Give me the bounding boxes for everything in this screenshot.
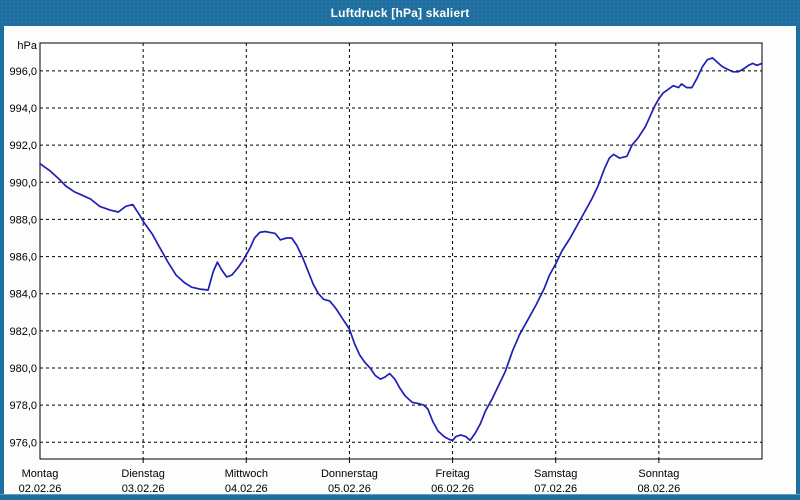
y-tick-label: 986,0 <box>9 252 37 264</box>
y-tick-label: 984,0 <box>9 289 37 301</box>
chart-panel: 976,0 978,0 980,0 982,0 984,0 986,0 988,0 990,0… <box>4 26 796 495</box>
x-date-label: 06.02.26 <box>431 483 474 494</box>
x-day-label: Mittwoch <box>225 468 268 480</box>
x-date-label: 05.02.26 <box>328 483 371 494</box>
x-day-label: Dienstag <box>121 468 164 480</box>
window-bottom-frame <box>0 494 800 500</box>
y-tick-label: 990,0 <box>9 177 37 189</box>
x-date-label: 03.02.26 <box>122 483 165 494</box>
x-day-label: Donnerstag <box>321 468 378 480</box>
title-bar[interactable]: Luftdruck [hPa] skaliert <box>0 0 800 26</box>
x-date-label: 07.02.26 <box>534 483 577 494</box>
pressure-line-chart: 976,0 978,0 980,0 982,0 984,0 986,0 988,0 990,0… <box>9 40 763 495</box>
pressure-series-line <box>39 57 763 442</box>
window-title: Luftdruck [hPa] skaliert <box>330 6 470 20</box>
x-day-label: Samstag <box>534 468 577 480</box>
x-day-label: Sonntag <box>638 468 679 480</box>
y-tick-label: 992,0 <box>9 140 37 152</box>
y-tick-label: 988,0 <box>9 214 37 226</box>
y-tick-label: 976,0 <box>9 437 37 449</box>
y-tick-label: 994,0 <box>9 103 37 115</box>
y-tick-label: 996,0 <box>9 66 37 78</box>
plot-area <box>40 43 762 459</box>
y-tick-label: 980,0 <box>9 363 37 375</box>
x-date-label: 08.02.26 <box>637 483 680 494</box>
x-date-label: 02.02.26 <box>19 483 62 494</box>
x-date-label: 04.02.26 <box>225 483 268 494</box>
y-tick-label: 982,0 <box>9 326 37 338</box>
x-day-label: Freitag <box>435 468 469 480</box>
x-day-label: Montag <box>22 468 59 480</box>
y-tick-label: 978,0 <box>9 400 37 412</box>
plot-border <box>39 42 763 460</box>
y-axis-unit-label: hPa <box>17 40 37 52</box>
